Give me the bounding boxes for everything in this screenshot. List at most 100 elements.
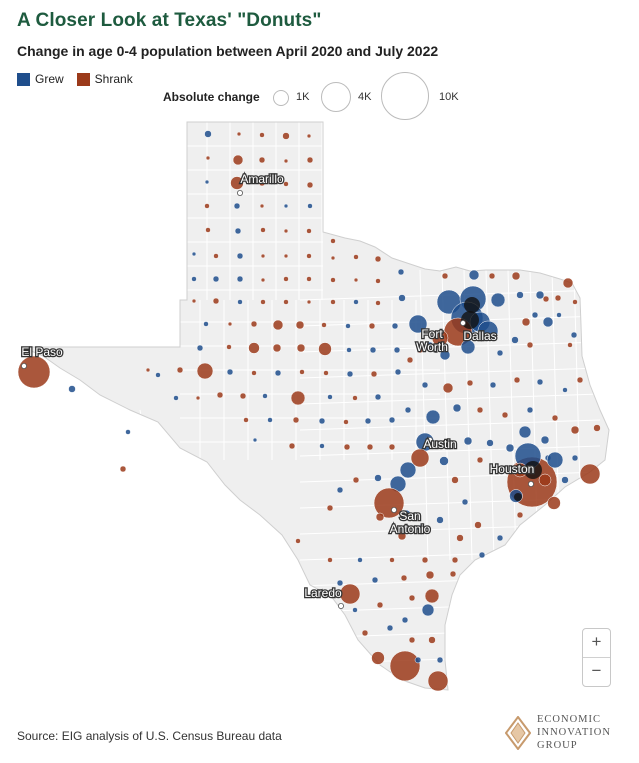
county-bubble-shrank[interactable] (353, 254, 359, 260)
county-bubble-grew[interactable] (463, 436, 473, 446)
county-bubble-shrank[interactable] (318, 342, 332, 356)
county-bubble-shrank[interactable] (449, 570, 457, 578)
county-bubble-grew[interactable] (425, 409, 441, 425)
county-bubble-grew[interactable] (233, 202, 241, 210)
county-bubble-shrank[interactable] (295, 538, 301, 544)
county-bubble-shrank[interactable] (205, 227, 211, 233)
county-bubble-shrank[interactable] (521, 317, 531, 327)
county-bubble-grew[interactable] (318, 417, 326, 425)
county-bubble-shrank[interactable] (260, 253, 266, 259)
county-bubble-grew[interactable] (439, 349, 451, 361)
county-bubble-grew[interactable] (374, 474, 382, 482)
county-bubble-grew[interactable] (352, 607, 358, 613)
county-bubble-shrank[interactable] (516, 511, 524, 519)
county-bubble-shrank[interactable] (576, 376, 584, 384)
county-bubble-shrank[interactable] (306, 276, 312, 282)
county-bubble-grew[interactable] (540, 435, 550, 445)
county-bubble-shrank[interactable] (352, 395, 358, 401)
county-bubble-grew[interactable] (400, 509, 412, 521)
county-bubble-shrank[interactable] (375, 512, 385, 522)
county-bubble-grew[interactable] (421, 603, 435, 617)
county-bubble-grew[interactable] (542, 316, 554, 328)
county-bubble-shrank[interactable] (424, 588, 440, 604)
county-bubble-grew[interactable] (556, 312, 562, 318)
county-bubble-shrank[interactable] (283, 181, 289, 187)
county-bubble-shrank[interactable] (579, 463, 601, 485)
county-bubble-shrank[interactable] (343, 443, 351, 451)
county-bubble-shrank[interactable] (283, 299, 289, 305)
county-bubble-grew[interactable] (353, 299, 359, 305)
county-bubble-grew[interactable] (416, 524, 424, 532)
county-bubble-shrank[interactable] (374, 255, 382, 263)
county-bubble-grew[interactable] (404, 406, 412, 414)
county-bubble-grew[interactable] (371, 576, 379, 584)
county-bubble-grew[interactable] (562, 387, 568, 393)
county-bubble-grew[interactable] (486, 439, 494, 447)
county-bubble-shrank[interactable] (272, 343, 282, 353)
county-bubble-shrank[interactable] (408, 594, 416, 602)
county-bubble-shrank[interactable] (227, 321, 233, 327)
county-bubble-shrank[interactable] (593, 424, 601, 432)
county-bubble-grew[interactable] (460, 339, 476, 355)
county-bubble-shrank[interactable] (213, 253, 219, 259)
county-bubble-shrank[interactable] (259, 132, 265, 138)
county-bubble-grew[interactable] (496, 534, 504, 542)
county-bubble-grew[interactable] (155, 372, 161, 378)
county-bubble-grew[interactable] (426, 341, 434, 349)
county-bubble-shrank[interactable] (474, 521, 482, 529)
county-bubble-shrank[interactable] (306, 156, 314, 164)
county-bubble-grew[interactable] (490, 292, 506, 308)
county-bubble-shrank[interactable] (466, 379, 474, 387)
county-bubble-shrank[interactable] (397, 531, 407, 541)
county-bubble-grew[interactable] (505, 443, 515, 453)
county-bubble-shrank[interactable] (260, 277, 266, 283)
county-bubble-shrank[interactable] (511, 271, 521, 281)
county-bubble-grew[interactable] (191, 251, 197, 257)
county-bubble-grew[interactable] (364, 417, 372, 425)
county-bubble-shrank[interactable] (296, 343, 306, 353)
county-bubble-shrank[interactable] (243, 417, 249, 423)
county-bubble-shrank[interactable] (226, 344, 232, 350)
county-bubble-shrank[interactable] (501, 411, 509, 419)
county-bubble-shrank[interactable] (353, 277, 359, 283)
county-bubble-shrank[interactable] (295, 320, 305, 330)
county-bubble-grew[interactable] (526, 406, 534, 414)
county-bubble-grew[interactable] (357, 557, 363, 563)
county-bubble-grew[interactable] (478, 551, 486, 559)
county-bubble-shrank[interactable] (389, 557, 395, 563)
county-bubble-shrank[interactable] (366, 443, 374, 451)
county-bubble-shrank[interactable] (547, 496, 561, 510)
county-bubble-grew[interactable] (336, 486, 344, 494)
county-bubble-grew[interactable] (274, 369, 282, 377)
county-bubble-shrank[interactable] (554, 294, 562, 302)
county-bubble-grew[interactable] (252, 437, 258, 443)
county-bubble-shrank[interactable] (232, 154, 244, 166)
county-bubble-grew[interactable] (307, 203, 313, 209)
county-bubble-shrank[interactable] (17, 355, 51, 389)
county-bubble-grew[interactable] (204, 179, 210, 185)
county-bubble-grew[interactable] (283, 203, 289, 209)
county-bubble-shrank[interactable] (283, 158, 289, 164)
county-bubble-shrank[interactable] (572, 299, 578, 305)
county-bubble-shrank[interactable] (488, 272, 496, 280)
county-bubble-shrank[interactable] (282, 132, 290, 140)
county-bubble-grew[interactable] (546, 451, 564, 469)
county-bubble-shrank[interactable] (258, 156, 266, 164)
county-bubble-grew[interactable] (393, 346, 401, 354)
county-bubble-shrank[interactable] (299, 369, 305, 375)
county-bubble-shrank[interactable] (283, 228, 289, 234)
county-bubble-grew[interactable] (125, 429, 131, 435)
county-bubble-grew[interactable] (346, 347, 352, 353)
county-bubble-shrank[interactable] (330, 277, 336, 283)
county-bubble-grew[interactable] (236, 275, 244, 283)
county-bubble-shrank[interactable] (306, 133, 312, 139)
county-bubble-grew[interactable] (319, 443, 325, 449)
county-bubble-shrank[interactable] (376, 601, 384, 609)
county-bubble-shrank[interactable] (538, 473, 552, 487)
county-bubble-shrank[interactable] (456, 534, 464, 542)
county-bubble-shrank[interactable] (542, 295, 550, 303)
county-bubble-shrank[interactable] (248, 342, 260, 354)
county-bubble-shrank[interactable] (283, 253, 289, 259)
county-bubble-shrank[interactable] (306, 299, 312, 305)
